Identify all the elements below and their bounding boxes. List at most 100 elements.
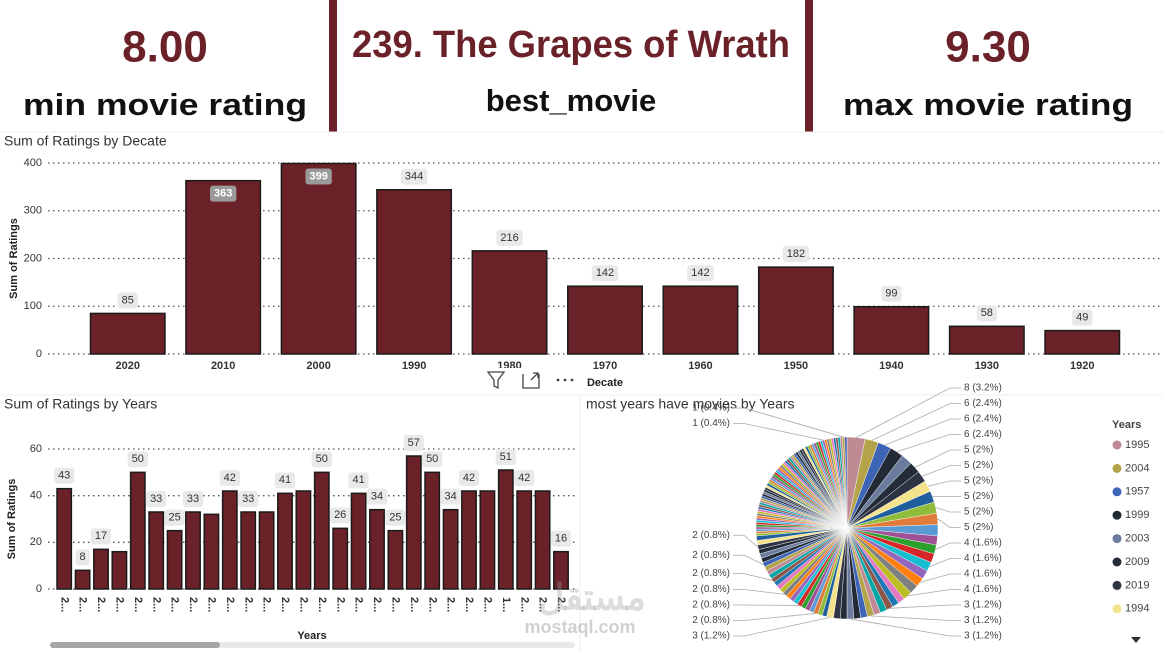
- y-tick-label: 0: [36, 583, 42, 595]
- leader-line: [870, 615, 961, 621]
- data-label: 2 (0.8%): [692, 615, 730, 626]
- legend-scroll-arrow[interactable]: [1131, 637, 1141, 643]
- pie-slice: [844, 436, 848, 529]
- legend-label: 2003: [1125, 533, 1149, 545]
- x-tick-label: 2...: [316, 597, 328, 612]
- data-label-bg: [210, 185, 237, 202]
- x-tick-label: 2...: [261, 597, 273, 612]
- bar: [166, 529, 183, 590]
- data-label: 85: [122, 294, 134, 306]
- x-tick-label: 1950: [784, 360, 808, 372]
- visual-toolbar: مستقل mostaql.com: [50, 368, 1141, 648]
- x-tick-label: 1970: [593, 360, 617, 372]
- dot: [556, 378, 560, 382]
- data-label-bg: [127, 451, 148, 468]
- leader-line: [733, 554, 764, 566]
- legend-swatch: [1112, 440, 1122, 450]
- x-tick-label: 2...: [279, 597, 291, 612]
- x-tick-label: 2...: [169, 597, 181, 612]
- focus-icon[interactable]: [522, 372, 540, 389]
- data-label: 8 (3.2%): [964, 383, 1002, 394]
- watermark: mostaql.com: [524, 617, 635, 637]
- card-divider: [329, 0, 337, 132]
- x-tick-label: 2...: [426, 597, 438, 612]
- card-label: max movie rating: [843, 87, 1133, 122]
- data-label: 50: [132, 453, 144, 465]
- data-label: 4 (1.6%): [964, 553, 1002, 564]
- bar: [757, 266, 834, 355]
- data-label: 42: [224, 472, 236, 484]
- data-label: 5 (2%): [964, 445, 993, 456]
- data-label: 216: [500, 232, 518, 244]
- watermark: مستقل: [538, 577, 646, 618]
- x-tick-label: 2...: [537, 597, 549, 612]
- charts: Sum of Ratings by Decate0100200300400Sum…: [4, 133, 1160, 642]
- data-label: 2 (0.8%): [692, 584, 730, 595]
- data-label: 33: [242, 493, 254, 505]
- bar: [442, 508, 459, 590]
- bar: [853, 305, 930, 355]
- data-label: 57: [408, 437, 420, 449]
- data-label: 25: [389, 512, 401, 524]
- x-tick-label: 2...: [481, 597, 493, 612]
- data-label: 5 (2%): [964, 491, 993, 502]
- x-tick-label: 2...: [389, 597, 401, 612]
- x-tick-label: 2020: [115, 360, 139, 372]
- data-label: 3 (1.2%): [964, 615, 1002, 626]
- x-tick-label: 2...: [297, 597, 309, 612]
- data-label: 5 (2%): [964, 522, 993, 533]
- data-label: 3 (1.2%): [964, 631, 1002, 642]
- data-label-bg: [238, 491, 259, 507]
- leader-line: [919, 573, 961, 583]
- leader-line: [871, 403, 961, 441]
- data-label-bg: [881, 285, 902, 302]
- leader-line: [733, 534, 759, 548]
- data-label: 58: [981, 307, 993, 319]
- bar: [387, 529, 404, 590]
- y-tick-label: 60: [30, 443, 42, 455]
- data-label: 42: [463, 472, 475, 484]
- bar: [74, 569, 91, 590]
- legend-label: 1995: [1125, 439, 1149, 451]
- leader-line: [937, 518, 961, 528]
- scrollbar-thumb[interactable]: [50, 642, 220, 648]
- bar: [376, 188, 453, 355]
- data-label: 34: [444, 491, 456, 503]
- bar: [1044, 329, 1121, 355]
- leader-line: [935, 507, 961, 513]
- more-options[interactable]: [556, 378, 574, 382]
- x-tick-label: 2...: [187, 597, 199, 612]
- bar: [497, 469, 514, 590]
- x-tick-label: 1960: [688, 360, 712, 372]
- data-label: 4 (1.6%): [964, 569, 1002, 580]
- data-label-bg: [330, 507, 351, 524]
- leader-line: [733, 589, 785, 595]
- data-label: 33: [150, 493, 162, 505]
- x-tick-label: 1920: [1070, 360, 1094, 372]
- data-label: 4 (1.6%): [964, 584, 1002, 595]
- leader-line: [914, 449, 961, 468]
- filter-icon[interactable]: [486, 371, 506, 390]
- y-axis-title: Sum of Ratings: [6, 479, 18, 560]
- data-label-bg: [458, 470, 480, 486]
- bar: [89, 312, 166, 355]
- leader-line: [733, 616, 831, 637]
- data-label: 6 (2.4%): [964, 398, 1002, 409]
- legend-swatch: [1112, 463, 1122, 473]
- chart-title: Sum of Ratings by Years: [4, 396, 157, 412]
- data-label: 6 (2.4%): [964, 429, 1002, 440]
- x-tick-label: 1940: [879, 360, 903, 372]
- data-label-bg: [514, 470, 535, 486]
- leader-line: [733, 407, 844, 438]
- leader-line: [927, 480, 961, 487]
- leader-line: [884, 418, 961, 446]
- data-label: 25: [168, 512, 180, 524]
- legend-swatch: [1112, 534, 1122, 544]
- leader-line: [850, 618, 961, 637]
- legend-label: 1994: [1125, 603, 1149, 615]
- data-label: 399: [309, 170, 327, 182]
- data-label-bg: [305, 168, 332, 185]
- data-label-bg: [1072, 309, 1093, 326]
- y-tick-label: 100: [24, 300, 42, 312]
- x-tick-label: 2...: [334, 597, 346, 612]
